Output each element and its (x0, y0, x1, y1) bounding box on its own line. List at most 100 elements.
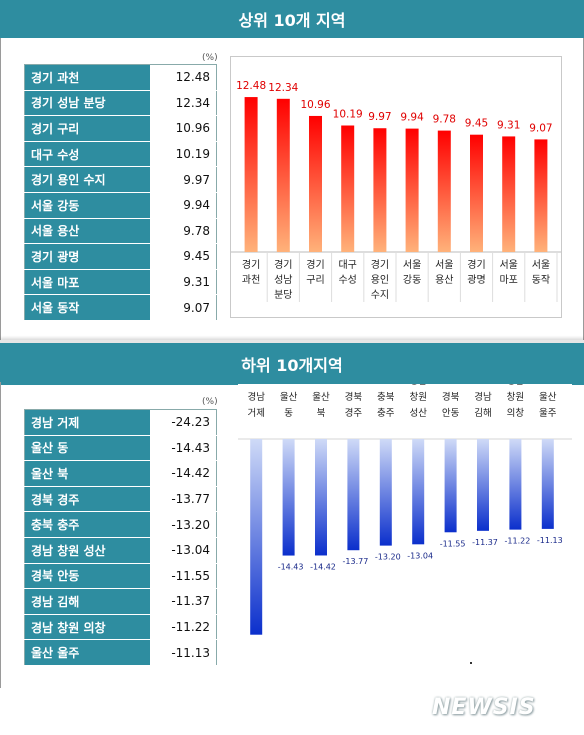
category-label: 거제 (247, 408, 264, 419)
table-row: 충북 충주 -13.20 (24, 511, 217, 538)
region-name: 경남 창원 의창 (24, 614, 150, 641)
region-name: 울산 울주 (24, 639, 150, 666)
bottom-ranking-table: 경남 거제 -24.23 울산 동 -14.43 울산 북 -14.42 경북 경주 -13.… (24, 409, 217, 666)
region-name: 울산 북 (24, 460, 150, 487)
category-label: 창원 (507, 392, 524, 403)
table-row: 경기 성남 분당 12.34 (24, 90, 217, 117)
bar (373, 128, 387, 252)
category-label: 동 (284, 408, 293, 419)
bar (509, 439, 522, 530)
data-label: 9.31 (497, 119, 520, 131)
category-label: 창원 (409, 392, 426, 403)
bottom-section-frame (0, 382, 583, 688)
top-ranking-table: 경기 과천 12.48 경기 성남 분당 12.34 경기 구리 10.96 대구 수성 10… (24, 64, 217, 321)
data-label: 9.97 (368, 111, 391, 123)
top-chart-area: 12.48 경기 과천 12.34 경기 성남 분당 10.96 경기 구리 10.19 대구 수성 9.… (230, 56, 562, 318)
bar (244, 97, 258, 252)
table-row: 경기 과천 12.48 (24, 64, 217, 91)
category-label: 서울 (499, 259, 517, 271)
stray-dot (470, 662, 472, 664)
change-value: 9.45 (150, 243, 217, 270)
category-label: 경북 (442, 391, 460, 403)
bar (309, 115, 322, 252)
region-name: 경기 과천 (24, 64, 150, 91)
data-label: 9.07 (529, 122, 552, 134)
region-name: 경북 경주 (24, 486, 150, 513)
category-label: 동작 (532, 274, 550, 286)
table-row: 울산 동 -14.43 (24, 435, 217, 462)
data-label: 10.96 (300, 99, 330, 111)
category-label: 성남 (274, 274, 292, 286)
bar (477, 439, 489, 531)
table-row: 경남 김해 -11.37 (24, 588, 217, 615)
category-label: 경남 (409, 384, 427, 387)
bar (250, 439, 263, 635)
region-name: 경기 성남 분당 (24, 90, 150, 117)
change-value: -14.42 (150, 460, 217, 487)
change-value: 9.31 (150, 269, 217, 296)
change-value: -13.04 (150, 537, 217, 564)
category-label: 경기 (467, 258, 485, 271)
top-section-title: 상위 10개 지역 (238, 11, 346, 30)
data-label: -13.20 (375, 553, 401, 562)
category-label: 마포 (499, 274, 517, 286)
table-row: 경북 경주 -13.77 (24, 486, 217, 513)
category-label: 울산 (539, 392, 557, 403)
category-label: 수성 (338, 274, 356, 286)
bottom-bar-chart: -24.23경남거제-14.43울산동-14.42울산북-13.77경북경주-1… (238, 375, 572, 651)
category-label: 과천 (242, 274, 260, 286)
region-name: 경남 창원 성산 (24, 537, 150, 564)
category-label: 광명 (467, 274, 485, 286)
table-row: 서울 마포 9.31 (24, 269, 217, 296)
bottom-section-header: 하위 10개지역 (0, 340, 584, 385)
data-label: 10.19 (333, 109, 363, 121)
region-name: 경남 거제 (24, 409, 150, 436)
change-value: -11.13 (150, 639, 217, 666)
change-value: -13.77 (150, 486, 217, 513)
category-label: 경주 (345, 407, 363, 419)
bar (341, 125, 355, 252)
bar (405, 128, 419, 252)
category-label: 대구 (338, 259, 356, 271)
change-value: -13.20 (150, 511, 217, 538)
table-row: 서울 동작 9.07 (24, 294, 217, 321)
region-name: 경기 광명 (24, 243, 150, 270)
newsis-watermark: NEWSIS (432, 695, 536, 720)
data-label: -14.43 (278, 563, 304, 572)
region-name: 경기 용인 수지 (24, 166, 150, 193)
data-label: -11.55 (440, 539, 466, 548)
category-label: 울주 (539, 408, 557, 419)
data-label: -13.77 (343, 557, 369, 566)
category-label: 경남 (247, 391, 265, 403)
region-name: 경남 김해 (24, 588, 150, 615)
data-label: 9.45 (465, 118, 488, 130)
bar (315, 439, 327, 556)
category-label: 구리 (306, 274, 324, 286)
change-value: 12.48 (150, 64, 217, 91)
category-label: 용산 (435, 274, 453, 286)
region-name: 서울 용산 (24, 218, 150, 245)
bar (276, 98, 290, 252)
data-label: -11.37 (472, 538, 498, 547)
bar (444, 439, 457, 533)
table-row: 경남 창원 성산 -13.04 (24, 537, 217, 564)
table-row: 서울 강동 9.94 (24, 192, 217, 219)
region-name: 서울 강동 (24, 192, 150, 219)
bar (534, 139, 548, 252)
table-row: 경기 용인 수지 9.97 (24, 166, 217, 193)
change-value: 10.96 (150, 115, 217, 142)
category-label: 충북 (377, 392, 395, 403)
bar (470, 134, 483, 252)
table-row: 경남 창원 의창 -11.22 (24, 614, 217, 641)
region-name: 경북 안동 (24, 563, 150, 590)
change-value: -11.22 (150, 614, 217, 641)
region-name: 울산 동 (24, 435, 150, 462)
category-label: 경남 (507, 384, 525, 387)
data-label: 9.94 (400, 112, 424, 124)
bar (412, 439, 425, 545)
change-value: 9.78 (150, 218, 217, 245)
data-label: 12.48 (236, 80, 266, 92)
top-section-header: 상위 10개 지역 (0, 0, 584, 38)
category-label: 서울 (403, 259, 421, 271)
